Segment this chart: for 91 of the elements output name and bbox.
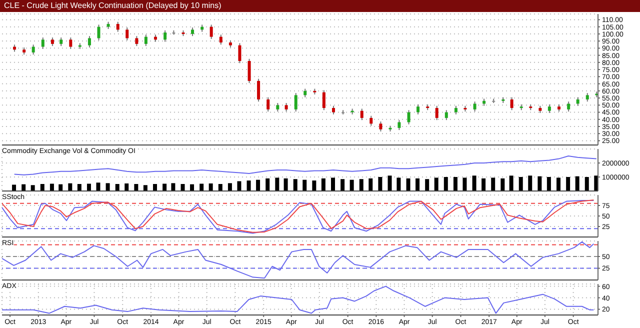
bar	[218, 184, 222, 191]
bar	[12, 184, 16, 191]
bar	[171, 183, 176, 191]
line-series	[14, 156, 597, 176]
candlestick	[219, 34, 222, 46]
bar	[500, 178, 505, 191]
bar	[284, 178, 288, 191]
bar	[40, 184, 44, 191]
candlestick	[69, 36, 72, 50]
bar	[368, 178, 373, 191]
bar	[162, 184, 167, 191]
bar	[584, 177, 589, 191]
bar	[228, 183, 232, 191]
bar	[575, 176, 580, 191]
bar	[266, 178, 270, 191]
bar	[453, 177, 458, 191]
bar	[425, 179, 430, 191]
bar	[472, 176, 476, 191]
candlestick	[97, 24, 100, 41]
candlestick	[360, 108, 364, 121]
line-series	[2, 241, 594, 279]
candlestick	[126, 27, 129, 41]
candlestick	[88, 36, 91, 48]
candlestick	[164, 30, 167, 42]
bar	[388, 176, 392, 191]
bar	[350, 180, 354, 191]
candlestick	[294, 92, 298, 112]
bar	[462, 178, 467, 191]
candlestick	[379, 121, 382, 132]
candlestick	[444, 110, 448, 121]
candlestick	[473, 101, 476, 112]
bar	[566, 177, 570, 191]
bar	[340, 179, 345, 191]
bar	[359, 179, 364, 191]
bar	[406, 178, 410, 191]
bar	[491, 178, 496, 191]
bar	[509, 176, 514, 191]
bar	[180, 184, 185, 191]
bar	[444, 177, 448, 191]
bar	[153, 184, 157, 191]
bar	[538, 176, 542, 191]
candlestick	[257, 78, 260, 102]
bar	[321, 178, 326, 191]
candlestick	[370, 115, 373, 126]
candlestick	[398, 120, 401, 131]
bar	[50, 184, 54, 191]
bar	[293, 179, 298, 191]
candlestick	[322, 90, 326, 111]
candlestick	[238, 42, 242, 64]
bar	[302, 180, 307, 191]
candlestick	[407, 110, 410, 125]
bar	[115, 184, 120, 191]
bar	[208, 183, 213, 191]
candlestick	[32, 44, 35, 56]
bar	[30, 185, 35, 191]
bar	[237, 181, 242, 191]
bar	[134, 184, 138, 191]
bar	[482, 178, 486, 191]
bar	[396, 178, 401, 191]
candlestick	[210, 24, 213, 40]
bar	[200, 184, 204, 191]
bar	[312, 180, 316, 191]
bar	[143, 185, 148, 191]
chart-title: CLE - Crude Light Weekly Continuation (Delayed by 10 mins)	[0, 0, 640, 12]
bar	[528, 176, 532, 191]
candlestick	[248, 58, 251, 84]
candlestick	[510, 96, 514, 111]
bar	[68, 183, 72, 191]
candlestick	[144, 34, 148, 47]
candlestick	[135, 36, 138, 47]
bar	[331, 178, 335, 191]
bar	[434, 178, 438, 191]
bar	[256, 180, 260, 191]
candlestick	[435, 105, 438, 121]
bar	[275, 178, 280, 191]
bar	[96, 182, 100, 191]
bar	[518, 177, 523, 191]
bar	[77, 184, 82, 191]
bar	[246, 180, 251, 191]
bar	[416, 178, 420, 191]
candlestick	[567, 101, 570, 112]
candlestick	[266, 96, 270, 112]
bar	[86, 184, 91, 191]
bar	[546, 177, 551, 191]
bar	[556, 178, 561, 191]
bar	[124, 183, 129, 191]
bar	[106, 183, 110, 191]
bar	[378, 177, 382, 191]
candlestick	[41, 36, 44, 50]
candlestick	[116, 21, 120, 32]
candlestick	[416, 104, 420, 115]
